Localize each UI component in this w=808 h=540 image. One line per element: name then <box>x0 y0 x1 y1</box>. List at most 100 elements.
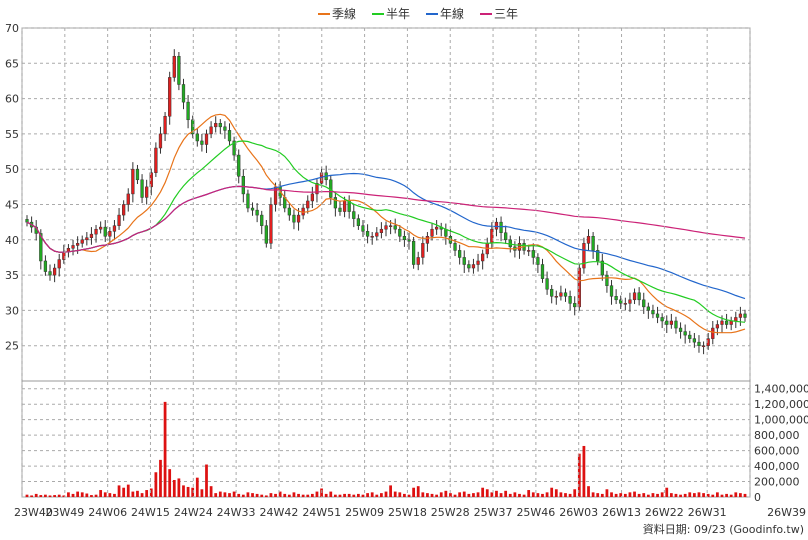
volume-bar <box>172 479 176 497</box>
candle-body <box>481 253 485 262</box>
volume-bar <box>389 485 392 497</box>
candle-body <box>232 140 236 156</box>
volume-bar <box>103 492 107 497</box>
volume-bar <box>306 494 310 497</box>
candle-body <box>39 233 43 262</box>
candle-body <box>122 204 126 216</box>
candle-body <box>117 214 121 226</box>
volume-bar <box>476 492 480 497</box>
volume-bar <box>269 493 273 497</box>
volume-bar <box>619 493 623 497</box>
candle-body <box>384 225 388 230</box>
candle-body <box>103 226 107 237</box>
candle-body <box>600 260 604 276</box>
volume-bar <box>554 489 558 497</box>
volume-bar <box>145 490 149 497</box>
candle-body <box>306 200 310 209</box>
volume-tick-label: 600,000 <box>754 445 800 458</box>
volume-bar <box>195 477 199 497</box>
candle-body <box>227 130 232 142</box>
volume-bar <box>706 493 710 497</box>
volume-bar <box>357 493 360 497</box>
candle-body <box>398 228 402 237</box>
volume-bar <box>614 493 618 497</box>
volume-bar <box>57 494 61 497</box>
legend: 季線 半年 年線 三年 <box>318 6 518 21</box>
volume-bar <box>485 489 489 497</box>
volume-bar <box>67 492 70 497</box>
candle-body <box>540 264 545 279</box>
candle-body <box>260 214 264 226</box>
legend-label: 年線 <box>440 6 464 21</box>
volume-bar <box>623 493 627 497</box>
volume-bar <box>370 492 374 497</box>
volume-bar <box>743 493 747 497</box>
candle-body <box>738 313 743 318</box>
volume-bar <box>25 494 29 497</box>
candle-body <box>655 313 660 318</box>
candle-body <box>416 257 420 265</box>
candle-body <box>181 84 186 103</box>
volume-bar <box>126 484 130 497</box>
volume-bar <box>660 492 664 497</box>
volume-bar <box>430 493 434 497</box>
candle-body <box>609 285 614 297</box>
volume-bar <box>720 494 724 497</box>
volume-tick-label: 800,000 <box>754 429 800 442</box>
candle-body <box>154 147 158 173</box>
volume-bar <box>527 490 531 497</box>
volume-bar <box>292 492 296 497</box>
volume-bar <box>656 493 659 497</box>
legend-label: 三年 <box>494 7 518 21</box>
volume-bar <box>642 493 646 497</box>
volume-bar <box>398 492 402 497</box>
candle-body <box>688 334 692 339</box>
volume-bar <box>499 493 503 497</box>
volume-bar <box>435 494 439 497</box>
candle-body <box>135 168 140 181</box>
candle-body <box>632 292 637 301</box>
volume-bar <box>159 459 162 497</box>
volume-bar <box>467 493 471 497</box>
candle-body <box>554 296 558 298</box>
volume-bar <box>633 491 636 497</box>
candle-body <box>421 243 425 258</box>
volume-bar <box>550 487 554 497</box>
volume-bar <box>44 494 47 497</box>
ma-quarter-line <box>26 113 746 334</box>
candle-body <box>559 292 563 297</box>
volume-bar <box>444 490 448 497</box>
price-tick-label: 45 <box>5 199 19 212</box>
candle-body <box>269 204 273 244</box>
volume-bar <box>251 493 254 497</box>
candle-body <box>504 232 508 241</box>
volume-bar <box>191 487 195 497</box>
volume-bar <box>481 487 485 497</box>
candle-body <box>48 271 52 276</box>
candle-body <box>264 225 268 244</box>
x-tick-label: 26W39 <box>767 506 806 519</box>
volume-bar <box>39 495 43 497</box>
candle-body <box>361 225 365 232</box>
volume-bar <box>287 494 291 497</box>
candle-body <box>163 116 167 135</box>
candle-body <box>388 225 393 227</box>
volume-bar <box>407 494 411 497</box>
candle-body <box>577 267 581 308</box>
x-tick-label: 24W15 <box>131 506 170 519</box>
legend-label: 半年 <box>386 7 410 21</box>
volume-bar <box>264 495 268 497</box>
volume-bar <box>697 492 701 497</box>
candle-body <box>214 123 218 128</box>
candle-body <box>591 236 595 251</box>
candle-body <box>430 228 434 237</box>
x-tick-label: 26W31 <box>688 506 727 519</box>
volume-bar <box>154 472 158 497</box>
candle-body <box>209 126 213 135</box>
candle-body <box>177 55 181 85</box>
candle-body <box>573 303 577 308</box>
x-tick-label: 26W03 <box>559 506 598 519</box>
volume-bar <box>582 445 586 497</box>
